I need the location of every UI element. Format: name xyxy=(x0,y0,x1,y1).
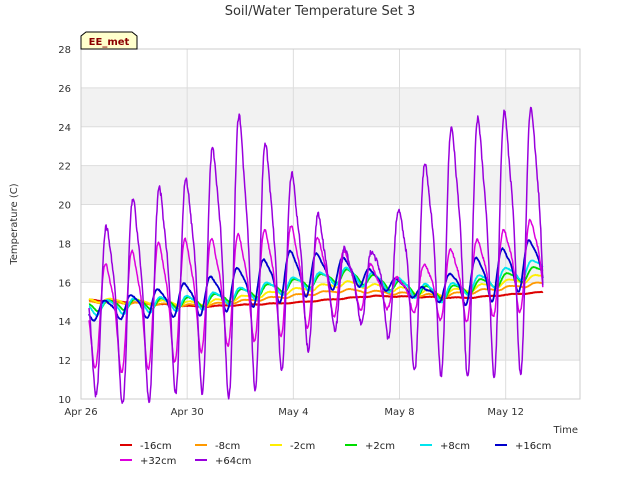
grid-band xyxy=(81,321,580,361)
legend-label: -8cm xyxy=(215,441,240,452)
chart-title: Soil/Water Temperature Set 3 xyxy=(225,4,416,19)
y-tick-label: 16 xyxy=(58,278,71,289)
y-tick-label: 22 xyxy=(58,162,71,173)
legend-label: +16cm xyxy=(515,441,551,452)
x-tick-label: May 12 xyxy=(487,407,524,418)
legend-label: -16cm xyxy=(140,441,172,452)
legend-label: +8cm xyxy=(440,441,470,452)
series-lines xyxy=(88,106,544,404)
legend-label: -2cm xyxy=(290,441,315,452)
series-line-plus16cm xyxy=(88,239,544,322)
series-line-plus32cm xyxy=(88,218,544,374)
legend-label: +2cm xyxy=(365,441,395,452)
badge-label: EE_met xyxy=(89,37,130,48)
y-tick-label: 24 xyxy=(58,123,71,134)
x-tick-label: Apr 26 xyxy=(64,407,97,418)
grid-band xyxy=(81,87,580,127)
x-tick-label: Apr 30 xyxy=(171,407,204,418)
legend-label: +32cm xyxy=(140,456,176,467)
y-tick-label: 14 xyxy=(58,317,71,328)
x-axis-label: Time xyxy=(553,425,578,436)
station-badge: EE_met xyxy=(80,31,138,50)
x-tick-label: May 8 xyxy=(384,407,414,418)
y-tick-label: 28 xyxy=(58,45,71,56)
series-line-plus8cm xyxy=(88,259,544,317)
x-tick-label: May 4 xyxy=(278,407,308,418)
y-tick-label: 18 xyxy=(58,239,71,250)
grid-lines xyxy=(80,48,581,400)
y-tick-label: 12 xyxy=(58,356,71,367)
x-tick-labels: Apr 26 Apr 30 May 4 May 8 May 12 xyxy=(64,407,524,418)
legend-label: +64cm xyxy=(215,456,251,467)
y-tick-label: 20 xyxy=(58,201,71,212)
grid-band xyxy=(81,165,580,205)
y-tick-labels: 10 12 14 16 18 20 22 24 26 28 xyxy=(58,45,71,406)
y-tick-label: 10 xyxy=(58,395,71,406)
legend: -16cm -8cm -2cm +2cm +8cm +16cm +32cm +64cm xyxy=(120,441,551,467)
plot-border xyxy=(80,48,581,400)
series-line-plus64cm xyxy=(88,106,544,404)
y-tick-label: 26 xyxy=(58,84,71,95)
badge-box xyxy=(80,31,138,50)
y-axis-label: Temperature (C) xyxy=(9,183,20,265)
series-line-minus2cm xyxy=(88,273,544,307)
